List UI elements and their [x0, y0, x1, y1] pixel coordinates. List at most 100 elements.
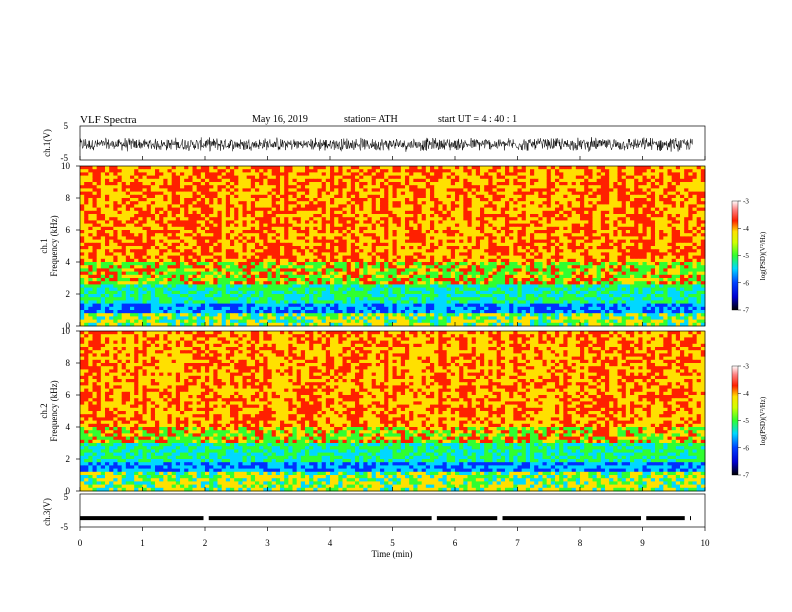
heatmap-cell: [96, 265, 102, 269]
heatmap-cell: [134, 210, 139, 215]
heatmap-cell: [542, 268, 548, 272]
heatmap-cell: [675, 166, 681, 170]
heatmap-cell: [438, 191, 443, 196]
heatmap-cell: [192, 207, 198, 212]
heatmap-cell: [600, 236, 606, 240]
heatmap-cell: [313, 188, 318, 192]
heatmap-cell: [271, 198, 277, 202]
heatmap-cell: [592, 255, 598, 260]
heatmap-cell: [400, 210, 406, 215]
heatmap-cell: [563, 166, 568, 170]
heatmap-cell: [113, 226, 118, 231]
heatmap-cell: [125, 239, 131, 244]
heatmap-cell: [371, 214, 377, 218]
heatmap-cell: [571, 268, 577, 272]
heatmap-cell: [105, 191, 110, 196]
heatmap-cell: [184, 194, 189, 199]
heatmap-cell: [659, 249, 664, 253]
heatmap-cell: [234, 175, 239, 180]
heatmap-cell: [363, 236, 368, 240]
heatmap-cell: [125, 265, 131, 269]
heatmap-cell: [463, 223, 468, 228]
heatmap-cell: [392, 182, 398, 186]
heatmap-cell: [84, 255, 89, 260]
heatmap-cell: [563, 252, 568, 256]
heatmap-cell: [538, 220, 543, 224]
heatmap-cell: [634, 255, 639, 260]
heatmap-cell: [313, 236, 318, 240]
heatmap-cell: [575, 265, 581, 269]
heatmap-cell: [388, 178, 393, 183]
heatmap-cell: [200, 198, 206, 202]
heatmap-cell: [121, 188, 127, 192]
heatmap-cell: [346, 210, 352, 215]
heatmap-cell: [525, 188, 531, 192]
heatmap-cell: [142, 268, 148, 272]
heatmap-cell: [184, 182, 189, 186]
heatmap-cell: [171, 223, 177, 228]
heatmap-cell: [125, 182, 131, 186]
heatmap-cell: [113, 169, 118, 173]
heatmap-cell: [305, 207, 310, 212]
heatmap-cell: [205, 172, 210, 176]
heatmap-cell: [242, 230, 248, 234]
heatmap-cell: [242, 242, 248, 247]
heatmap-cell: [467, 188, 473, 192]
heatmap-cell: [663, 246, 668, 250]
heatmap-cell: [650, 255, 656, 260]
heatmap-cell: [634, 217, 639, 221]
heatmap-cell: [242, 268, 248, 272]
heatmap-cell: [134, 268, 139, 272]
heatmap-cell: [100, 172, 106, 176]
heatmap-cell: [646, 182, 652, 186]
heatmap-cell: [146, 262, 152, 266]
heatmap-cell: [421, 262, 427, 266]
heatmap-cell: [225, 271, 231, 276]
heatmap-cell: [400, 191, 406, 196]
heatmap-cell: [284, 198, 289, 202]
heatmap-cell: [317, 207, 323, 212]
heatmap-cell: [150, 185, 156, 189]
heatmap-cell: [288, 175, 293, 180]
heatmap-cell: [171, 252, 177, 256]
heatmap-cell: [409, 236, 414, 240]
heatmap-cell: [375, 207, 381, 212]
heatmap-cell: [188, 230, 193, 234]
heatmap-cell: [205, 207, 210, 212]
heatmap-cell: [463, 249, 468, 253]
heatmap-cell: [188, 178, 193, 183]
heatmap-cell: [238, 194, 243, 199]
heatmap-cell: [359, 175, 364, 180]
heatmap-cell: [684, 268, 689, 272]
heatmap-cell: [300, 226, 306, 231]
heatmap-cell: [600, 214, 606, 218]
heatmap-cell: [630, 255, 635, 260]
heatmap-cell: [563, 268, 568, 272]
heatmap-cell: [688, 265, 693, 269]
heatmap-cell: [425, 233, 431, 237]
heatmap-cell: [475, 255, 481, 260]
heatmap-cell: [642, 223, 648, 228]
heatmap-cell: [105, 265, 110, 269]
heatmap-cell: [138, 249, 143, 253]
heatmap-cell: [230, 268, 235, 272]
heatmap-cell: [538, 169, 543, 173]
heatmap-cell: [375, 252, 381, 256]
heatmap-cell: [659, 252, 664, 256]
heatmap-cell: [250, 255, 256, 260]
heatmap-cell: [450, 201, 456, 205]
heatmap-cell: [121, 182, 127, 186]
heatmap-cell: [225, 172, 231, 176]
heatmap-cell: [146, 182, 152, 186]
heatmap-cell: [317, 178, 323, 183]
heatmap-cell: [567, 172, 573, 176]
heatmap-cell: [442, 178, 448, 183]
heatmap-cell: [563, 265, 568, 269]
heatmap-cell: [442, 194, 448, 199]
heatmap-cell: [175, 191, 181, 196]
heatmap-cell: [88, 252, 93, 256]
heatmap-cell: [534, 191, 539, 196]
heatmap-cell: [696, 233, 702, 237]
heatmap-cell: [275, 239, 281, 244]
heatmap-cell: [296, 166, 302, 170]
